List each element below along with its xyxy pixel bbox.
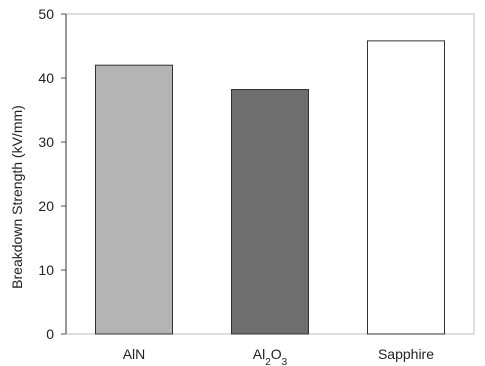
y-tick-label: 30	[38, 134, 54, 150]
y-tick-label: 50	[38, 6, 54, 22]
y-axis-title: Breakdown Strength (kV/mm)	[9, 105, 25, 289]
bar-sapphire	[367, 40, 445, 335]
bar-al2o3	[231, 89, 309, 335]
x-tick-label: Sapphire	[378, 346, 434, 362]
x-tick-label: AlN	[123, 346, 146, 362]
y-tick-label: 20	[38, 198, 54, 214]
y-tick-label: 40	[38, 70, 54, 86]
y-tick-label: 10	[38, 262, 54, 278]
y-tick-label: 0	[46, 326, 54, 342]
x-tick-label: Al2O3	[253, 346, 288, 366]
bar-aln	[95, 64, 173, 335]
y-axis: 0 10 20 30 40 50	[38, 6, 66, 342]
bars-group	[95, 40, 445, 335]
x-axis: AlN Al2O3 Sapphire	[123, 346, 435, 366]
